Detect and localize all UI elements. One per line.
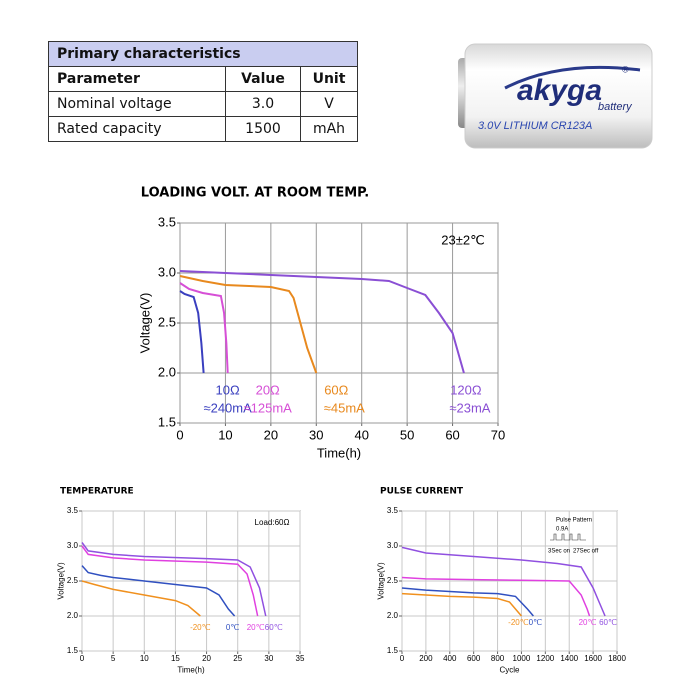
x-tick-label: 20 — [202, 654, 211, 663]
brand-sub: battery — [598, 101, 633, 113]
y-tick-label: 1.5 — [67, 646, 79, 655]
y-tick-label: 2.5 — [387, 576, 399, 585]
brand: akyga — [517, 74, 602, 107]
x-tick-label: 0 — [400, 654, 405, 663]
chart: LOADING VOLT. AT ROOM TEMP. 0 10 20 30 40 50 60… — [138, 186, 506, 461]
y-tick-label: 1.5 — [158, 414, 176, 429]
y-tick-label: 3.0 — [387, 541, 399, 550]
y-tick-label: 2.0 — [387, 611, 399, 620]
y-axis-label: Voltage(V) — [138, 293, 153, 354]
y-tick-label: 3.5 — [158, 214, 176, 229]
y-tick-label: 2.0 — [158, 364, 176, 379]
series-label: 10Ω — [216, 382, 240, 397]
x-tick-label: 20 — [264, 427, 278, 442]
series-current: ≈45mA — [324, 400, 365, 415]
series-line — [81, 545, 259, 617]
registered-mark: ® — [622, 64, 629, 74]
x-tick-label: 60 — [445, 427, 459, 442]
series-label: -20℃ — [190, 623, 211, 632]
x-tick-label: 70 — [491, 427, 505, 442]
y-axis-label: Voltage(V) — [376, 562, 385, 600]
series-line — [401, 587, 534, 617]
series-label: 20Ω — [256, 382, 280, 397]
series-label: 20℃ — [247, 623, 265, 632]
pulse-on: 3Sec on — [548, 549, 570, 555]
table-cell: mAh — [300, 116, 358, 142]
y-tick-label: 1.5 — [387, 646, 399, 655]
series-line — [179, 290, 205, 374]
series-label: 120Ω — [450, 382, 482, 397]
x-tick-label: 600 — [467, 654, 481, 663]
battery-body — [464, 43, 653, 149]
chart-title: TEMPERATURE — [60, 487, 134, 497]
series-line — [81, 565, 236, 617]
x-tick-label: 200 — [419, 654, 433, 663]
pulse-title: Pulse Pattern — [556, 518, 592, 524]
x-axis-label: Time(h) — [177, 665, 205, 674]
x-tick-label: 30 — [264, 654, 273, 663]
series-line — [179, 275, 318, 374]
annotation: 23±2℃ — [441, 232, 484, 247]
annotation: Load:60Ω — [255, 518, 290, 527]
y-tick-label: 3.0 — [67, 541, 79, 550]
series-label: 60℃ — [599, 618, 617, 627]
series-line — [81, 580, 201, 617]
x-tick-label: 25 — [233, 654, 242, 663]
chart: TEMPERATURE 0 5 10 15 20 25 30 35 1.5 2.0 2.5 3.0 3.5… — [56, 487, 305, 675]
series-label: 0℃ — [529, 618, 542, 627]
x-tick-label: 10 — [218, 427, 232, 442]
series-label: 60℃ — [265, 623, 283, 632]
x-tick-label: 35 — [296, 654, 305, 663]
y-tick-label: 2.0 — [67, 611, 79, 620]
x-tick-label: 15 — [171, 654, 180, 663]
series-line — [401, 576, 591, 617]
series-line — [401, 546, 606, 617]
series-current: ≈240mA — [203, 400, 252, 415]
x-tick-label: 400 — [443, 654, 457, 663]
chart-title: LOADING VOLT. AT ROOM TEMP. — [141, 186, 369, 201]
x-tick-label: 1800 — [608, 654, 626, 663]
x-tick-label: 5 — [111, 654, 116, 663]
x-tick-label: 1400 — [560, 654, 578, 663]
series-line — [179, 282, 229, 374]
pulse-current: 0.9A — [556, 527, 568, 533]
series-label: 20℃ — [579, 618, 597, 627]
series-current: ≈125mA — [244, 400, 293, 415]
pulse-off: 27Sec off — [573, 549, 599, 555]
x-tick-label: 1000 — [513, 654, 531, 663]
table-title: Primary characteristics — [48, 41, 358, 67]
series-line — [179, 270, 465, 374]
y-tick-label: 2.5 — [158, 314, 176, 329]
y-tick-label: 3.0 — [158, 264, 176, 279]
x-tick-label: 50 — [400, 427, 414, 442]
x-tick-label: 1600 — [584, 654, 602, 663]
x-tick-label: 40 — [354, 427, 368, 442]
series-current: ≈23mA — [449, 400, 490, 415]
pulse-symbol — [550, 533, 586, 541]
logo-swoosh — [504, 65, 641, 90]
y-tick-label: 3.5 — [67, 506, 79, 515]
x-tick-label: 30 — [309, 427, 323, 442]
x-tick-label: 1200 — [536, 654, 554, 663]
y-tick-label: 3.5 — [387, 506, 399, 515]
series-label: -20℃ — [508, 618, 529, 627]
y-axis-label: Voltage(V) — [56, 562, 65, 600]
chart-title: PULSE CURRENT — [380, 487, 464, 497]
series-label: 0℃ — [226, 623, 239, 632]
x-tick-label: 800 — [491, 654, 505, 663]
chart: PULSE CURRENT 0 200 400 600 800 1000 1200 1400 16… — [376, 487, 626, 675]
series-line — [401, 592, 523, 617]
x-tick-label: 0 — [176, 427, 183, 442]
x-tick-label: 10 — [140, 654, 149, 663]
x-axis-label: Time(h) — [317, 446, 361, 461]
battery-image: akyga ® battery 3.0V LITHIUM CR123A — [458, 43, 653, 149]
series-line — [81, 542, 267, 617]
series-label: 60Ω — [324, 382, 348, 397]
y-tick-label: 2.5 — [67, 576, 79, 585]
battery-label: 3.0V LITHIUM CR123A — [478, 120, 592, 132]
x-axis-label: Cycle — [499, 665, 520, 674]
x-tick-label: 0 — [80, 654, 85, 663]
